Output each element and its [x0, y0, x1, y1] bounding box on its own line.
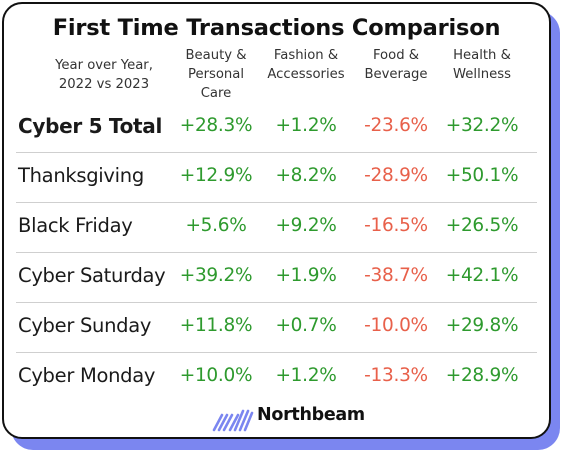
row-divider: [16, 302, 537, 303]
table-cell: +1.2%: [275, 115, 337, 136]
row-divider: [16, 202, 537, 203]
table-cell: +28.9%: [445, 365, 519, 386]
row-divider: [16, 352, 537, 353]
row-label: Cyber Saturday: [18, 264, 166, 287]
table-cell: +39.2%: [179, 265, 253, 286]
row-label: Cyber Sunday: [18, 314, 152, 337]
table-cell: +9.2%: [275, 215, 337, 236]
table-cell: -23.6%: [364, 115, 428, 136]
table-cell: -10.0%: [364, 315, 428, 336]
row-label: Cyber Monday: [18, 364, 156, 387]
table-cell: +1.9%: [275, 265, 337, 286]
table-cell: +5.6%: [185, 215, 247, 236]
row-divider: [16, 152, 537, 153]
chart-title: First Time Transactions Comparison: [52, 15, 501, 41]
northbeam-logo-icon: [212, 409, 254, 432]
table-cell: +10.0%: [179, 365, 253, 386]
table-cell: +11.8%: [179, 315, 253, 336]
table-cell: +8.2%: [275, 165, 337, 186]
table-cell: +32.2%: [445, 115, 519, 136]
row-label: Black Friday: [18, 214, 133, 237]
table-cell: -16.5%: [364, 215, 428, 236]
table-cell: +1.2%: [275, 365, 337, 386]
northbeam-brand-name: Northbeam: [257, 405, 365, 425]
row-label: Cyber 5 Total: [18, 114, 163, 138]
table-card: First Time Transactions Comparison Year …: [2, 2, 551, 439]
column-header: Health & Wellness: [453, 48, 511, 82]
table-cell: +50.1%: [445, 165, 519, 186]
table-cell: +12.9%: [179, 165, 253, 186]
row-divider: [16, 252, 537, 253]
table-cell: +0.7%: [275, 315, 337, 336]
table-cell: -38.7%: [364, 265, 428, 286]
column-header: Food & Beverage: [364, 48, 428, 82]
table-cell: +29.8%: [445, 315, 519, 336]
table-cell: +42.1%: [445, 265, 519, 286]
column-header: Beauty & Personal Care: [185, 48, 247, 101]
column-header: Fashion & Accessories: [267, 48, 345, 82]
row-header-label: Year over Year, 2022 vs 2023: [55, 58, 153, 92]
row-label: Thanksgiving: [18, 164, 144, 187]
table-cell: +28.3%: [179, 115, 253, 136]
table-cell: -28.9%: [364, 165, 428, 186]
table-cell: +26.5%: [445, 215, 519, 236]
table-cell: -13.3%: [364, 365, 428, 386]
